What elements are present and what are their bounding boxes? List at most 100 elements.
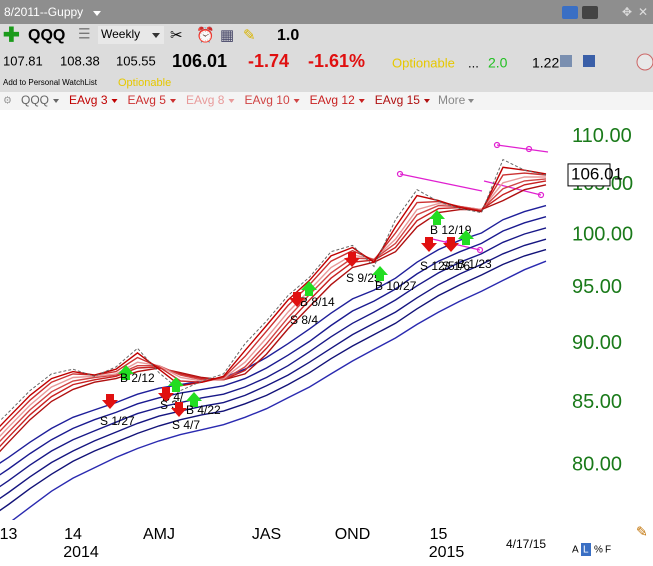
- y-tick-label: 90.00: [572, 332, 622, 354]
- sell-arrow: [443, 237, 459, 252]
- tool-icon[interactable]: ✎: [243, 27, 256, 44]
- legend-entry[interactable]: EAvg 12: [310, 93, 355, 107]
- dropdown-icon[interactable]: [293, 99, 300, 103]
- more[interactable]: ...: [468, 55, 479, 70]
- last-price-label: 106.01: [571, 164, 623, 183]
- legend-entry[interactable]: EAvg 15: [375, 93, 420, 107]
- period[interactable]: Weekly: [101, 27, 140, 41]
- series-line: [0, 204, 547, 464]
- series-line: [0, 184, 547, 453]
- sell-arrow: [171, 402, 187, 417]
- high: 108.38: [60, 53, 100, 68]
- optionable: Optionable: [392, 55, 455, 70]
- footer-button[interactable]: L: [583, 545, 589, 556]
- footer-button[interactable]: A: [572, 545, 579, 556]
- add-icon[interactable]: ✚: [3, 24, 20, 46]
- icon[interactable]: [562, 6, 578, 19]
- y-tick-label: 85.00: [572, 391, 622, 413]
- legend-entry[interactable]: EAvg 5: [128, 93, 167, 107]
- buy-arrow: [186, 392, 202, 407]
- legend-entry[interactable]: EAvg 10: [244, 93, 289, 107]
- edit-icon[interactable]: ✎: [636, 524, 648, 540]
- buy-arrow: [429, 210, 445, 225]
- x-tick-label: 15: [430, 526, 448, 543]
- legend-entry[interactable]: QQQ: [21, 93, 49, 107]
- study-bar: [0, 92, 653, 110]
- buy-arrow: [168, 377, 184, 392]
- dropdown-icon[interactable]: [468, 99, 474, 103]
- dropdown-icon[interactable]: [228, 99, 235, 103]
- signal-label: B 1/23: [457, 257, 492, 271]
- y-tick-label: 100.00: [572, 223, 633, 245]
- dropdown-icon[interactable]: [423, 99, 430, 103]
- sell-arrow: [158, 387, 174, 402]
- last-price-box: [567, 163, 611, 187]
- dropdown-icon[interactable]: [93, 11, 101, 16]
- tool-icon[interactable]: ⏰: [196, 25, 215, 44]
- settings-icon[interactable]: ⚙: [3, 96, 12, 107]
- series-line: [11, 260, 547, 520]
- signal-label: S 4/7: [172, 418, 200, 432]
- icon[interactable]: [636, 53, 653, 71]
- last: 106.01: [172, 51, 227, 71]
- signal-label: S 1/27: [100, 414, 135, 428]
- signal-label: S 1/6: [442, 259, 470, 273]
- save-icon[interactable]: [583, 55, 595, 67]
- dropdown-icon[interactable]: [358, 99, 365, 103]
- signal-label: B 8/14: [300, 295, 335, 309]
- y-tick-label: 95.00: [572, 276, 622, 298]
- series-line: [0, 176, 546, 438]
- tool-icon[interactable]: ▦: [220, 27, 234, 44]
- legend-entry[interactable]: EAvg 8: [186, 93, 225, 107]
- y-tick-label: 110.00: [572, 125, 632, 147]
- signal-label: S 9/25: [346, 271, 381, 285]
- buy-arrow: [301, 281, 317, 296]
- ratio: 1.22: [532, 55, 559, 71]
- series-line: [0, 158, 547, 422]
- dropdown-icon[interactable]: [152, 33, 160, 38]
- signal-label: B 2/12: [120, 371, 155, 385]
- period-select[interactable]: [98, 26, 164, 44]
- icon[interactable]: ✕: [638, 5, 648, 19]
- icon[interactable]: [582, 6, 598, 19]
- title-bar: [0, 0, 653, 24]
- active-button[interactable]: [581, 543, 591, 556]
- buy-arrow: [458, 230, 474, 245]
- footer-button[interactable]: %: [594, 545, 603, 556]
- series-line: [0, 238, 547, 500]
- buy-arrow: [118, 365, 134, 380]
- dropdown-icon[interactable]: [169, 99, 176, 103]
- x-tick-label: 13: [0, 526, 18, 543]
- sell-arrow: [344, 252, 360, 267]
- icon[interactable]: [560, 55, 572, 67]
- dropdown-icon[interactable]: [111, 99, 118, 103]
- signal-label: B 10/27: [375, 279, 417, 293]
- more-studies[interactable]: More: [438, 93, 466, 107]
- watchlist-link[interactable]: Add to Personal WatchList: [3, 78, 98, 87]
- legend-entry[interactable]: EAvg 3: [69, 93, 108, 107]
- change: -1.74: [248, 51, 289, 71]
- x-tick-label: OND: [335, 526, 371, 543]
- x-tick-label: 4/17/15: [506, 537, 546, 551]
- signal-label: B 4/22: [186, 403, 221, 417]
- symbol[interactable]: QQQ: [28, 27, 65, 44]
- rating: 2.0: [488, 55, 508, 71]
- dropdown-icon[interactable]: [53, 99, 60, 103]
- sell-arrow: [421, 237, 437, 252]
- window-title[interactable]: 8/2011--Guppy: [4, 5, 83, 19]
- series-line: [0, 248, 547, 512]
- footer-button[interactable]: F: [605, 545, 611, 556]
- series-line: [0, 172, 547, 433]
- signal-label: S 8/4: [290, 313, 318, 327]
- buy-arrow: [372, 266, 388, 281]
- sell-arrow: [289, 292, 305, 307]
- signal-label: B 12/19: [430, 223, 472, 237]
- open: 107.81: [3, 53, 43, 68]
- series-line: [0, 216, 547, 476]
- list-icon[interactable]: ☰: [78, 26, 91, 42]
- icon[interactable]: ✥: [622, 5, 632, 19]
- optionable-small: Optionable: [118, 77, 171, 89]
- tool-icon[interactable]: ✂: [170, 27, 183, 44]
- x-year-label: 2014: [63, 544, 99, 561]
